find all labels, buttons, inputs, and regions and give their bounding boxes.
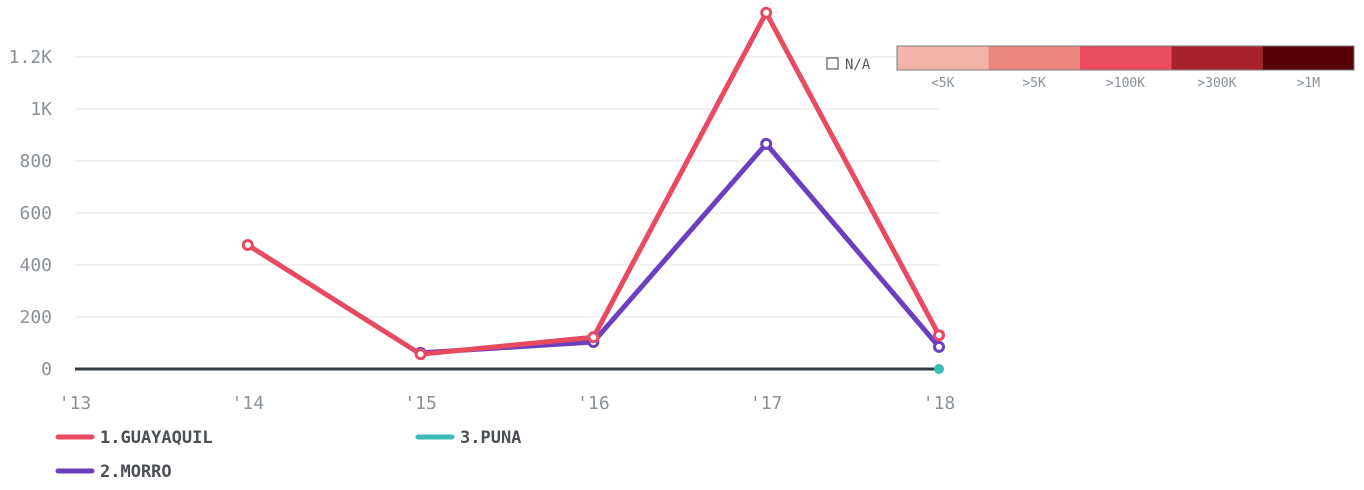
legend-label: 1.GUAYAQUIL <box>100 428 213 448</box>
data-point <box>760 137 773 150</box>
data-point <box>414 348 427 361</box>
series-1 <box>241 6 945 361</box>
legend-item: 1.GUAYAQUIL <box>55 428 213 448</box>
x-tick-label: '16 <box>577 393 610 414</box>
color-scale-label: <5K <box>931 76 955 91</box>
data-point <box>241 238 254 251</box>
color-scale-swatch <box>1262 46 1354 70</box>
grid-lines <box>75 56 939 318</box>
y-tick-label: 800 <box>19 151 52 172</box>
y-tick-label: 600 <box>19 203 52 224</box>
legend-label: 3.PUNA <box>460 428 521 448</box>
legend-item: 2.MORRO <box>55 462 172 482</box>
legend-label: 2.MORRO <box>100 462 172 482</box>
y-tick-label: 400 <box>19 255 52 276</box>
color-scale-swatch <box>897 46 989 70</box>
data-point <box>934 364 944 374</box>
y-axis-ticks: 0 200 400 600 800 1K 1.2K <box>9 47 53 380</box>
color-scale-label: >300K <box>1197 76 1236 91</box>
data-point <box>933 340 945 353</box>
y-tick-label: 0 <box>41 359 52 380</box>
color-scale-swatch <box>988 46 1080 70</box>
color-scale-bins: <5K >5K >100K >300K >1M <box>896 45 1355 91</box>
x-tick-label: '17 <box>750 393 783 414</box>
x-tick-label: '15 <box>404 393 437 414</box>
color-scale-label: >100K <box>1106 76 1145 91</box>
y-tick-label: 200 <box>19 307 52 328</box>
x-tick-label: '18 <box>923 393 956 414</box>
data-point <box>587 331 600 344</box>
y-tick-label: 1.2K <box>9 47 53 68</box>
color-scale-label: >1M <box>1297 76 1321 91</box>
x-tick-label: '14 <box>232 393 265 414</box>
data-point <box>760 6 773 19</box>
data-point <box>933 329 945 342</box>
color-scale-swatch <box>1079 46 1172 70</box>
series-lines <box>241 6 945 374</box>
legend-item: 3.PUNA <box>415 428 521 448</box>
series-3 <box>934 364 944 374</box>
x-tick-label: '13 <box>59 393 92 414</box>
color-scale-swatch <box>1171 46 1263 70</box>
na-label: N/A <box>845 57 871 73</box>
y-tick-label: 1K <box>30 99 52 120</box>
color-scale-label: >5K <box>1022 76 1046 91</box>
na-swatch <box>826 57 839 70</box>
x-axis-ticks: '13 '14 '15 '16 '17 '18 <box>59 393 956 414</box>
series-legend: 1.GUAYAQUIL 2.MORRO 3.PUNA <box>55 428 521 482</box>
color-scale-legend: N/A <5K >5K >100K >300K >1M <box>826 45 1355 91</box>
color-scale-border <box>896 45 1355 71</box>
